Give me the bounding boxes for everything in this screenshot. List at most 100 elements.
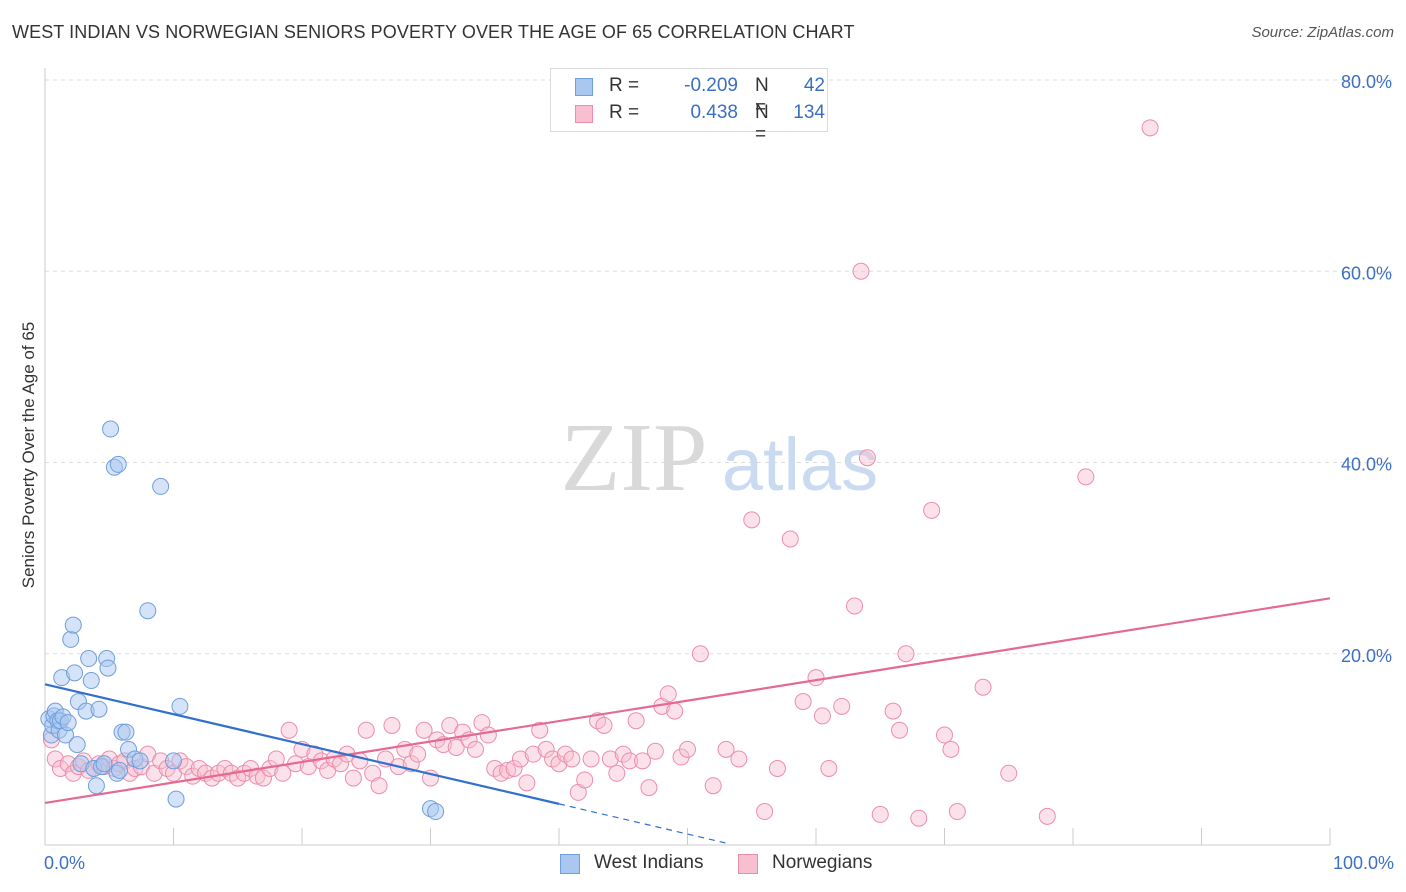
norwegians-point <box>344 769 362 787</box>
norwegians-point <box>46 750 64 768</box>
west-indians-point <box>102 420 120 438</box>
west-indians-point <box>68 736 86 754</box>
west-indians-trend-line <box>44 683 560 805</box>
west-indians-point <box>66 664 84 682</box>
norwegians-point <box>447 738 465 756</box>
norwegians-swatch <box>575 105 593 123</box>
watermark-atlas: atlas <box>722 423 878 506</box>
norwegians-point <box>409 745 427 763</box>
norwegians-point <box>511 750 529 768</box>
norwegians-point <box>923 501 941 519</box>
norwegians-point <box>794 693 812 711</box>
norwegians-point <box>531 721 549 739</box>
norwegians-point <box>466 740 484 758</box>
west-indians-point <box>90 700 108 718</box>
west-indians-point <box>64 616 82 634</box>
norwegians-point <box>807 669 825 687</box>
west-indians-point <box>117 723 135 741</box>
west-indians-point <box>80 650 98 668</box>
norwegians-point <box>743 511 761 529</box>
west-indians-point <box>109 455 127 473</box>
r-value: -0.209 <box>684 75 738 96</box>
norwegians-point <box>871 805 889 823</box>
west-indians-point <box>165 752 182 770</box>
n-label: N = <box>755 102 769 145</box>
west-indians-point <box>87 777 105 795</box>
norwegians-point <box>948 803 966 821</box>
norwegians-point <box>846 597 864 615</box>
tick-labels: 20.0% 40.0% 60.0% 80.0% 0.0% 100.0% <box>44 72 1394 873</box>
west-indians-point <box>152 477 170 495</box>
watermark-zip: ZIP <box>561 404 708 512</box>
norwegians-point <box>666 702 684 720</box>
west-indians-point <box>99 659 117 677</box>
norwegians-point <box>833 697 851 715</box>
norwegians-point <box>813 707 831 725</box>
grid-lines <box>45 79 1392 655</box>
norwegians-point <box>820 760 838 777</box>
norwegians-point <box>505 760 523 777</box>
norwegians-point <box>884 702 902 720</box>
west-indians-point <box>111 761 129 779</box>
norwegians-point <box>1000 764 1018 782</box>
norwegians-point <box>646 742 664 760</box>
norwegians-point <box>891 721 909 739</box>
watermark: ZIP atlas <box>561 404 879 512</box>
west-indians-point <box>82 672 100 690</box>
norwegians-point <box>621 752 639 770</box>
norwegians-point <box>717 740 735 758</box>
norwegians-point <box>640 779 658 797</box>
norwegians-point <box>942 740 960 758</box>
norwegians-point <box>383 716 401 734</box>
norwegians-point <box>608 764 626 782</box>
west-indians-point <box>171 697 189 715</box>
norwegians-point <box>768 760 786 777</box>
y-tick-label: 60.0% <box>1341 263 1392 283</box>
chart-title: WEST INDIAN VS NORWEGIAN SENIORS POVERTY… <box>12 22 855 42</box>
norwegians-point <box>910 809 928 827</box>
r-label: R = <box>609 102 640 123</box>
y-tick-label: 20.0% <box>1341 646 1392 666</box>
west-indians-point <box>62 630 80 648</box>
r-label: R = <box>609 75 640 96</box>
legend-label: Norwegians <box>772 852 873 873</box>
norwegians-point <box>254 769 272 787</box>
norwegians-point <box>370 777 388 795</box>
y-tick-label: 80.0% <box>1341 72 1392 92</box>
west-indians-point <box>167 790 185 808</box>
norwegians-point <box>563 750 581 768</box>
norwegians-point <box>479 726 497 744</box>
norwegians-point <box>704 777 722 795</box>
norwegians-swatch <box>738 854 758 874</box>
x-tick-label: 0.0% <box>44 853 85 873</box>
y-axis-label: Seniors Poverty Over the Age of 65 <box>19 322 38 588</box>
norwegians-point <box>601 750 619 768</box>
y-tick-label: 40.0% <box>1341 455 1392 475</box>
west-indians-point <box>139 602 157 620</box>
norwegians-point <box>415 721 433 739</box>
norwegians-point <box>1077 468 1095 486</box>
correlation-legend: R = -0.209 N = 42 R = 0.438 N = 134 <box>550 68 828 145</box>
west-indians-swatch <box>575 78 593 96</box>
norwegians-point <box>582 750 600 768</box>
legend-label: West Indians <box>594 852 704 873</box>
norwegians-point <box>679 740 696 758</box>
source-label: Source: ZipAtlas.com <box>1251 24 1394 41</box>
r-value: 0.438 <box>690 102 738 123</box>
trend-lines <box>44 597 1331 844</box>
norwegians-points <box>42 119 1159 827</box>
norwegians-point <box>357 721 375 739</box>
norwegians-point <box>550 755 568 773</box>
west-indians-point <box>59 714 77 732</box>
n-label: N = <box>755 75 769 118</box>
n-value: 134 <box>793 102 825 123</box>
n-value: 42 <box>803 75 825 96</box>
west-indians-trend-extension <box>558 803 727 844</box>
norwegians-point <box>974 678 992 696</box>
norwegians-point <box>537 740 555 758</box>
west-indians-point <box>131 752 149 770</box>
west-indians-swatch <box>560 854 580 874</box>
norwegians-point <box>524 745 542 763</box>
norwegians-point <box>280 721 298 739</box>
west-indians-point <box>427 803 445 821</box>
